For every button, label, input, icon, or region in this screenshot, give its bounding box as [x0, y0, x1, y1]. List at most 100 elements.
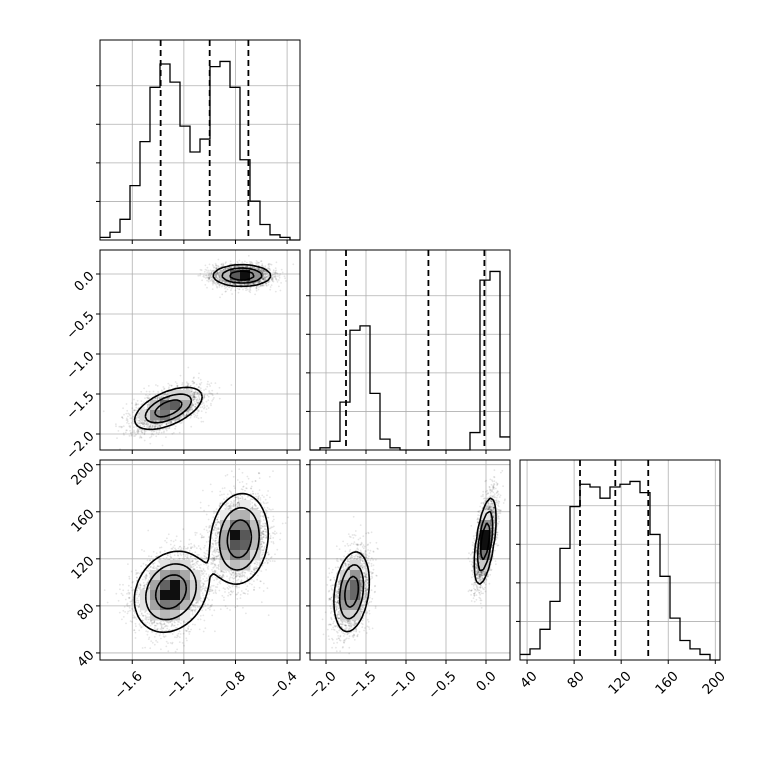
sample-point: [168, 384, 171, 386]
sample-point: [218, 386, 221, 389]
sample-point: [256, 261, 259, 264]
sample-point: [119, 425, 122, 428]
sample-point: [146, 421, 149, 423]
sample-point: [246, 265, 249, 268]
sample-point: [140, 390, 143, 393]
sample-point: [151, 424, 154, 427]
sample-point: [200, 389, 202, 392]
sample-point: [115, 423, 117, 426]
sample-point: [151, 425, 154, 428]
sample-point: [217, 265, 220, 268]
sample-point: [206, 383, 209, 386]
sample-point: [257, 288, 260, 291]
sample-point: [138, 416, 140, 419]
sample-point: [224, 280, 227, 283]
sample-point: [215, 267, 218, 269]
sample-point: [185, 411, 188, 414]
sample-point: [137, 429, 140, 431]
sample-point: [258, 268, 260, 270]
sample-point: [229, 263, 232, 265]
sample-point: [215, 284, 218, 286]
sample-point: [268, 267, 271, 270]
sample-point: [229, 282, 232, 285]
sample-point: [199, 378, 202, 381]
sample-point: [186, 382, 189, 385]
sample-point: [147, 423, 150, 426]
sample-point: [193, 392, 196, 395]
sample-point: [207, 380, 209, 383]
sample-point: [192, 380, 194, 382]
sample-point: [222, 263, 225, 266]
sample-point: [181, 382, 184, 384]
sample-point: [254, 293, 256, 296]
sample-point: [146, 422, 148, 425]
sample-point: [258, 280, 261, 283]
sample-point: [207, 399, 210, 401]
sample-point: [257, 267, 260, 270]
sample-point: [255, 262, 257, 264]
sample-point: [165, 423, 168, 426]
sample-point: [265, 282, 267, 285]
sample-point: [136, 421, 139, 424]
sample-point: [216, 392, 219, 395]
sample-point: [271, 279, 274, 282]
sample-point: [216, 272, 219, 275]
sample-point: [142, 423, 145, 426]
sample-point: [249, 283, 252, 285]
sample-point: [260, 269, 263, 272]
sample-point: [261, 278, 264, 280]
sample-point: [225, 267, 228, 270]
sample-point: [242, 280, 245, 283]
sample-point: [240, 265, 243, 268]
sample-point: [206, 279, 209, 282]
sample-point: [161, 422, 164, 425]
sample-point: [156, 398, 159, 400]
sample-point: [217, 273, 220, 276]
sample-point: [197, 386, 200, 388]
sample-point: [185, 388, 188, 390]
sample-point: [253, 282, 256, 284]
sample-point: [156, 398, 159, 400]
sample-point: [195, 400, 198, 403]
sample-point: [257, 281, 260, 284]
sample-point: [210, 272, 213, 275]
sample-point: [279, 273, 281, 275]
sample-point: [191, 388, 194, 391]
sample-point: [262, 274, 264, 276]
sample-point: [252, 282, 255, 285]
sample-point: [140, 421, 143, 424]
sample-point: [274, 271, 277, 274]
sample-point: [158, 429, 161, 432]
sample-point: [261, 271, 264, 273]
sample-point: [252, 266, 255, 268]
sample-point: [191, 390, 193, 393]
sample-point: [156, 420, 158, 423]
sample-point: [144, 423, 146, 426]
sample-point: [131, 402, 133, 405]
sample-point: [143, 439, 146, 442]
sample-point: [230, 283, 233, 285]
sample-point: [207, 395, 210, 398]
sample-point: [181, 413, 184, 416]
sample-point: [210, 273, 212, 276]
sample-point: [208, 276, 211, 279]
sample-point: [194, 391, 197, 394]
sample-point: [214, 382, 217, 384]
sample-point: [263, 269, 266, 272]
sample-point: [210, 274, 212, 277]
sample-point: [118, 425, 121, 428]
sample-point: [133, 430, 136, 433]
sample-point: [267, 276, 269, 279]
sample-point: [269, 263, 272, 266]
sample-point: [268, 265, 271, 268]
sample-point: [256, 281, 259, 284]
sample-point: [208, 277, 211, 279]
sample-point: [142, 423, 145, 426]
sample-point: [192, 403, 195, 406]
sample-point: [206, 269, 208, 272]
sample-point: [128, 435, 131, 437]
sample-point: [207, 269, 210, 272]
sample-point: [269, 269, 272, 272]
sample-point: [187, 385, 189, 387]
x-tick-label: 160: [652, 668, 682, 698]
